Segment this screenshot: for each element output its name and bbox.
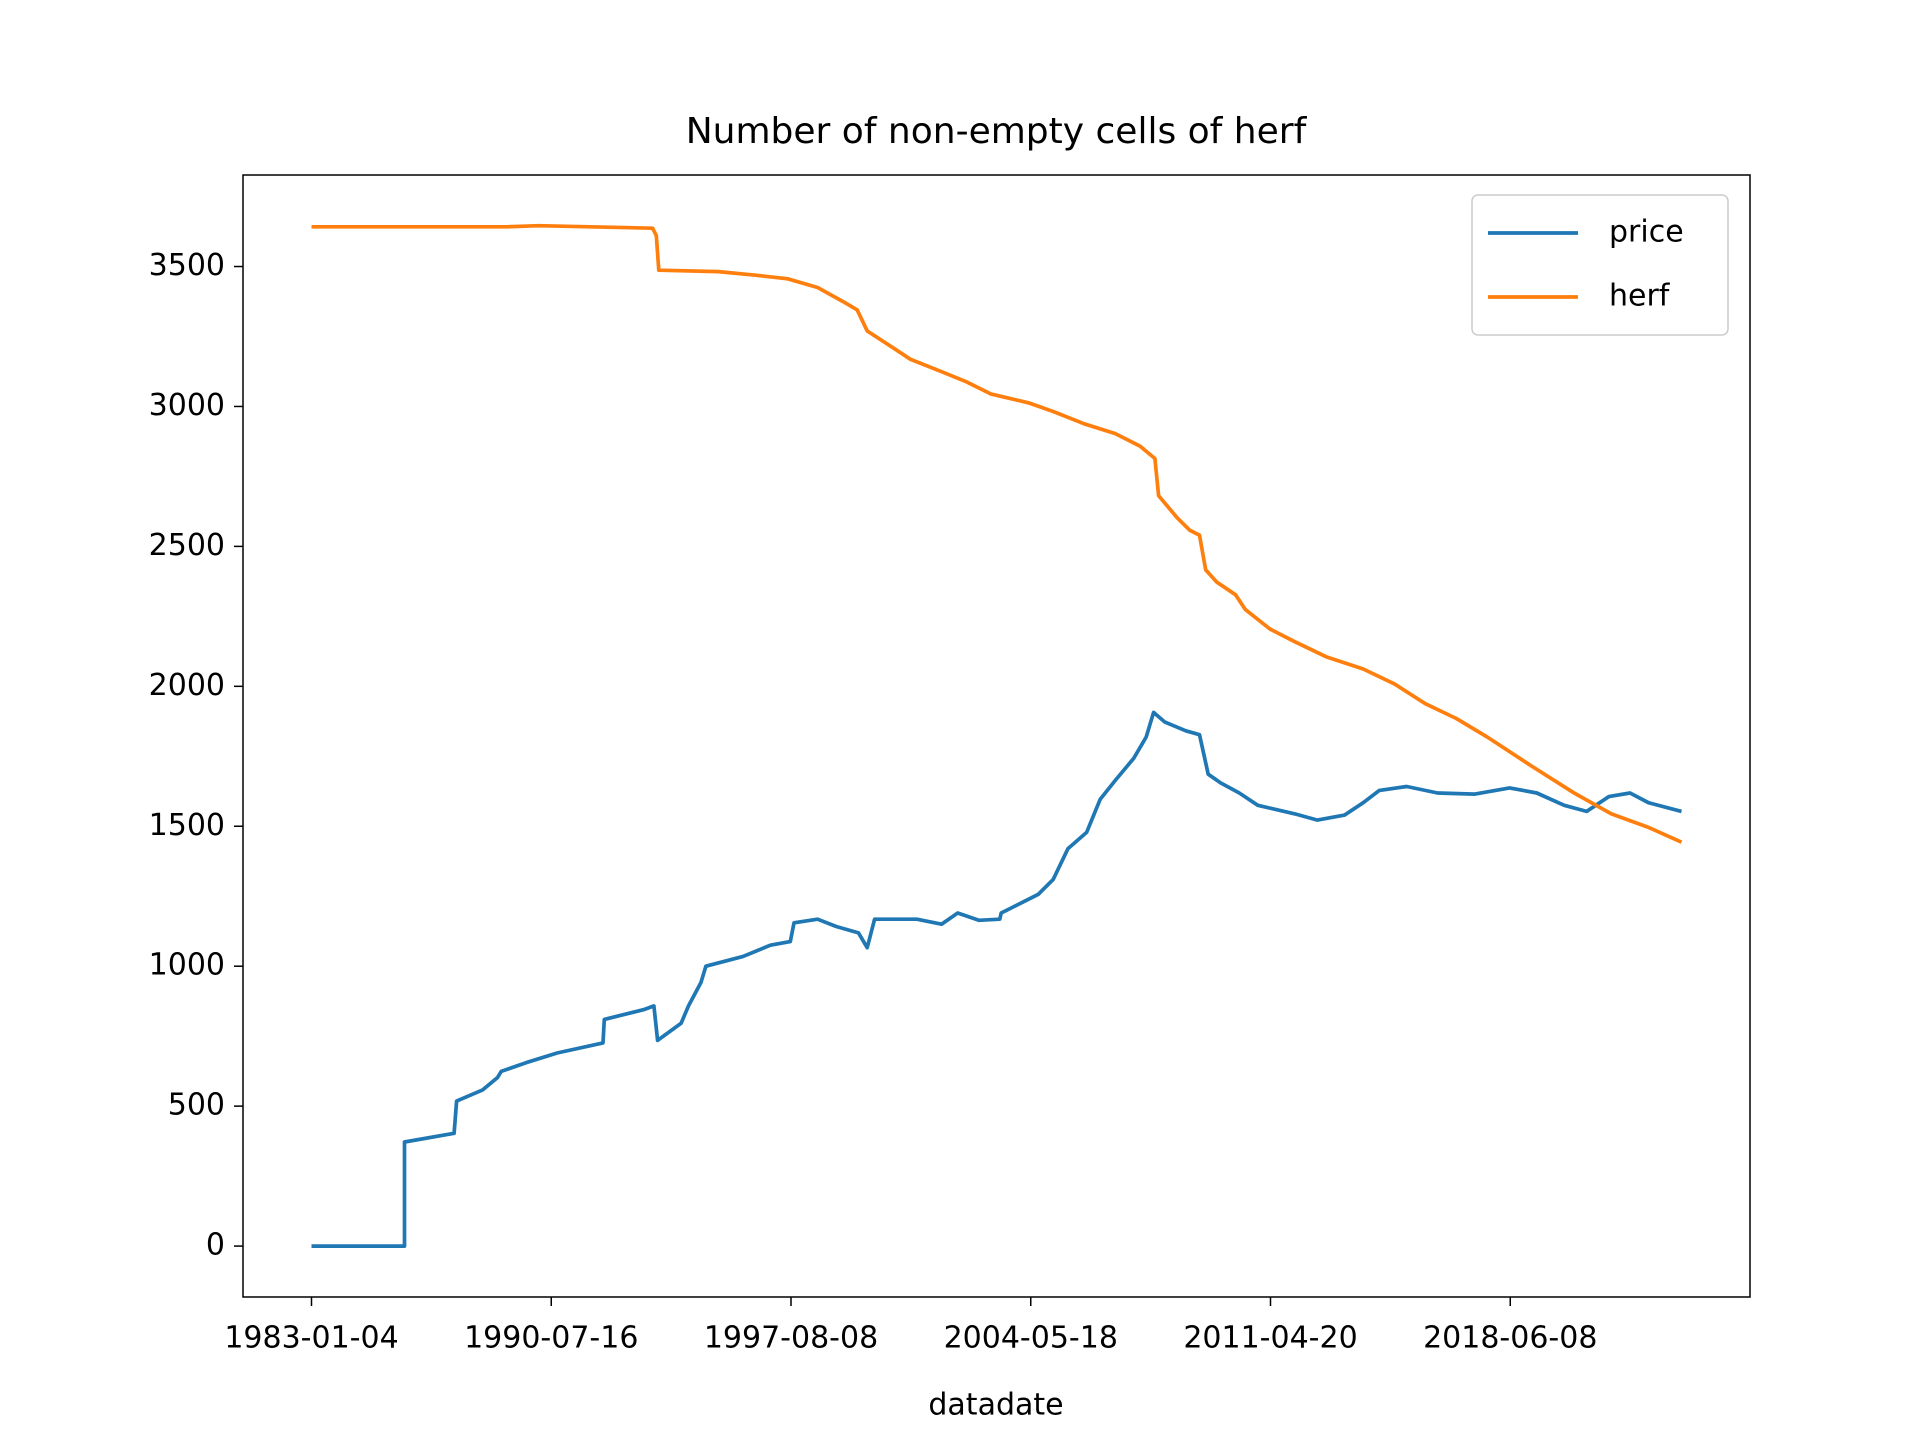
- y-tick-label: 500: [168, 1088, 225, 1123]
- y-tick-label: 2500: [149, 528, 225, 563]
- line: [311, 223, 1683, 844]
- y-tick-label: 2000: [149, 668, 225, 703]
- legend-label: price: [1609, 215, 1684, 250]
- x-tick-label: 1990-07-16: [464, 1321, 638, 1356]
- y-tick-label: 1500: [149, 808, 225, 843]
- x-tick-label: 2011-04-20: [1183, 1321, 1357, 1356]
- x-tick-label: 2018-06-08: [1423, 1321, 1597, 1356]
- y-tick-label: 3500: [149, 248, 225, 283]
- legend-label: herf: [1609, 279, 1671, 314]
- x-tick-label: 1983-01-04: [224, 1321, 398, 1356]
- y-tick-label: 3000: [149, 388, 225, 423]
- y-tick-label: 1000: [149, 948, 225, 983]
- x-axis-label: datadate: [928, 1388, 1063, 1423]
- chart-title: Number of non-empty cells of herf: [686, 111, 1308, 152]
- x-tick-label: 2004-05-18: [944, 1321, 1118, 1356]
- y-tick-label: 0: [206, 1228, 225, 1263]
- plot-frame: [242, 174, 1751, 1298]
- line: [311, 710, 1682, 1248]
- legend-box: [1471, 194, 1729, 336]
- x-tick-label: 1997-08-08: [704, 1321, 878, 1356]
